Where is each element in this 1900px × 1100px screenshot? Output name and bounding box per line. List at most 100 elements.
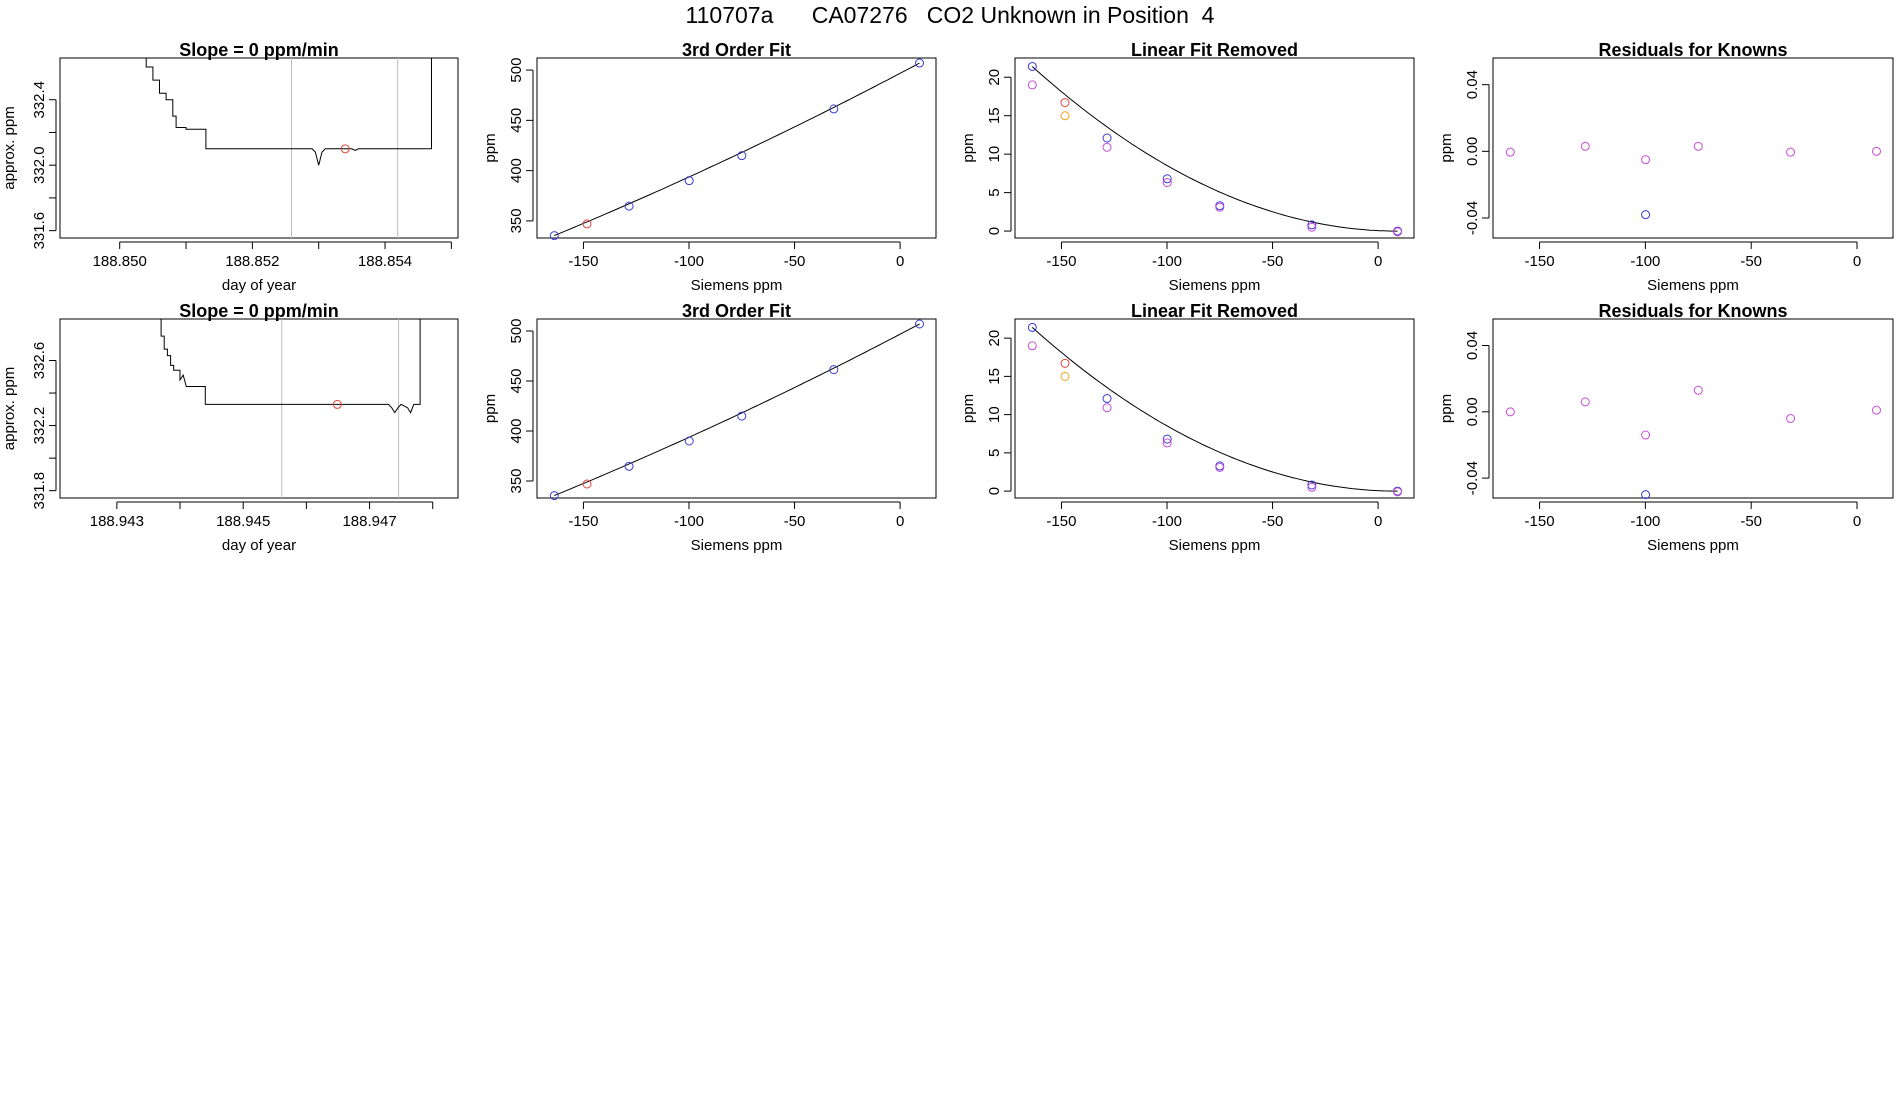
x-axis-label: Siemens ppm [1647, 277, 1739, 294]
data-point [915, 58, 925, 68]
plot-frame [536, 318, 937, 499]
plot-data-layer [1031, 327, 1398, 492]
data-point [1641, 210, 1651, 220]
data-point [1505, 407, 1515, 417]
y-tick-label: 0 [986, 487, 1003, 495]
data-point [1162, 438, 1172, 448]
data-point [1060, 371, 1070, 381]
x-axis-label: Siemens ppm [1169, 277, 1261, 294]
plot-frame [1492, 318, 1894, 499]
plot-frame [1014, 318, 1415, 499]
plot-title: Residuals for Knowns [1598, 301, 1787, 321]
data-point [1641, 155, 1651, 165]
data-point [332, 399, 342, 409]
x-tick-label: 0 [1853, 253, 1861, 270]
x-axis-label: Siemens ppm [1169, 537, 1261, 554]
data-point [1871, 405, 1881, 415]
plot-title: Slope = 0 ppm/min [179, 301, 339, 321]
data-point [1871, 146, 1881, 156]
plot-title: Linear Fit Removed [1131, 301, 1298, 321]
y-tick-label: 331.6 [31, 212, 48, 250]
data-point [1102, 142, 1112, 152]
y-tick-label: 500 [508, 58, 525, 83]
y-tick-label: 0.00 [1464, 137, 1481, 166]
fit-curve [1031, 66, 1398, 232]
y-axis-label: approx. ppm [1, 106, 18, 189]
data-point [1060, 111, 1070, 121]
x-axis-label: day of year [222, 537, 296, 554]
data-point [1393, 487, 1403, 497]
data-point [1580, 397, 1590, 407]
y-tick-label: 400 [508, 158, 525, 183]
data-point [549, 491, 559, 501]
data-point [1027, 322, 1037, 332]
x-tick-label: 0 [896, 253, 904, 270]
x-tick-label: 188.854 [358, 253, 412, 270]
data-point [340, 144, 350, 154]
fit-curve [1031, 327, 1398, 492]
panel-r1-linear-removed: Linear Fit Removed -150 -100 -50 0 Siemens pp… [960, 40, 1415, 294]
x-tick-label: -50 [1262, 253, 1284, 270]
y-tick-label: 332.2 [31, 407, 48, 445]
fit-curve [554, 62, 920, 237]
y-tick-label: 450 [508, 368, 525, 393]
y-tick-label: 15 [986, 107, 1003, 124]
x-tick-label: -50 [1740, 513, 1762, 530]
y-tick-label: 332.0 [31, 146, 48, 184]
x-tick-label: -100 [1630, 253, 1660, 270]
x-tick-label: -150 [568, 253, 598, 270]
y-tick-label: 331.8 [31, 472, 48, 510]
data-point [624, 461, 634, 471]
y-axis-label: ppm [1438, 394, 1455, 423]
x-tick-label: 188.947 [342, 513, 396, 530]
panel-r2-residuals: Residuals for Knowns -150 -100 -50 0 Siemens … [1438, 301, 1894, 554]
data-point [582, 479, 592, 489]
plot-frame [1492, 57, 1894, 239]
data-point [1580, 141, 1590, 151]
plot-title: Residuals for Knowns [1598, 40, 1787, 60]
data-point [1162, 174, 1172, 184]
data-point [1060, 98, 1070, 108]
concentration-trace [160, 319, 421, 414]
panel-r2-timeseries: Slope = 0 ppm/min 188.943 188.945 188.947 da… [1, 301, 459, 554]
x-axis-label: Siemens ppm [691, 537, 783, 554]
data-point [1307, 480, 1317, 490]
y-tick-label: 20 [986, 330, 1003, 347]
data-point [1060, 358, 1070, 368]
x-tick-label: 188.943 [90, 513, 144, 530]
data-point [684, 176, 694, 186]
data-point [1505, 147, 1515, 157]
y-tick-label: 350 [508, 468, 525, 493]
data-point [1641, 490, 1651, 500]
data-point [1102, 133, 1112, 143]
y-tick-label: 350 [508, 208, 525, 233]
plot-frame [59, 57, 459, 239]
y-axis-label: ppm [482, 394, 499, 423]
x-tick-label: 188.850 [93, 253, 147, 270]
data-point [1027, 61, 1037, 71]
data-point [1027, 341, 1037, 351]
data-point [1102, 403, 1112, 413]
plot-frame [536, 57, 937, 239]
plot-data-layer [160, 319, 421, 498]
data-point [829, 365, 839, 375]
x-tick-label: -150 [1046, 513, 1076, 530]
x-tick-label: -100 [674, 253, 704, 270]
data-point [1215, 202, 1225, 212]
y-axis-label: ppm [960, 133, 977, 162]
data-point [1307, 482, 1317, 492]
data-point [1027, 80, 1037, 90]
plot-data-layer [554, 62, 920, 237]
x-tick-label: -100 [674, 513, 704, 530]
x-tick-label: 0 [1374, 513, 1382, 530]
plot-frame [1014, 57, 1415, 239]
data-point [624, 201, 634, 211]
panel-r1-residuals: Residuals for Knowns -150 -100 -50 0 Siemens … [1438, 40, 1894, 294]
data-point [684, 436, 694, 446]
y-tick-label: 5 [986, 188, 1003, 196]
data-point [1162, 178, 1172, 188]
x-tick-label: -150 [1525, 253, 1555, 270]
data-point [1693, 385, 1703, 395]
x-tick-label: -50 [784, 513, 806, 530]
data-point [1641, 430, 1651, 440]
